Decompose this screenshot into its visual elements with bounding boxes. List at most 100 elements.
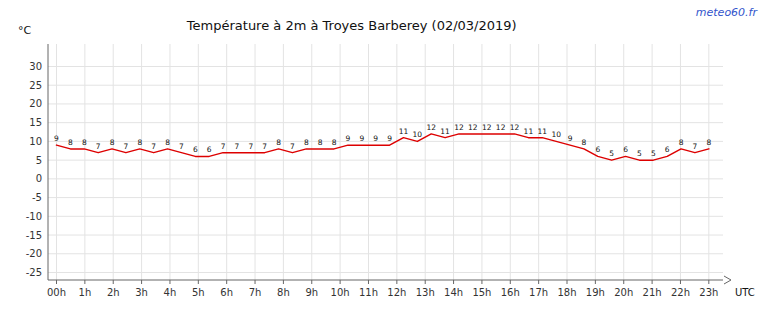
- y-tick-label: 25: [29, 80, 42, 91]
- x-tick-label: 12h: [387, 287, 406, 298]
- grid-line: [340, 44, 341, 280]
- x-tick: [567, 280, 568, 284]
- data-label: 8: [582, 138, 587, 147]
- data-label: 8: [706, 138, 711, 147]
- grid-line: [708, 44, 709, 280]
- data-label: 9: [54, 134, 59, 143]
- grid-line: [48, 66, 723, 67]
- x-tick-label: 00h: [47, 287, 66, 298]
- watermark: meteo60.fr: [696, 6, 759, 19]
- x-tick-label: 13h: [416, 287, 435, 298]
- x-tick-label: 8h: [277, 287, 290, 298]
- x-tick: [396, 280, 397, 284]
- x-tick: [453, 280, 454, 284]
- x-tick: [368, 280, 369, 284]
- grid-line: [48, 141, 723, 142]
- grid-line: [595, 44, 596, 280]
- x-tick-label: 6h: [220, 287, 233, 298]
- data-label: 12: [510, 123, 520, 132]
- grid-line: [48, 103, 723, 104]
- x-tick-label: 5h: [192, 287, 205, 298]
- x-tick: [283, 280, 284, 284]
- grid-line: [311, 44, 312, 280]
- grid-line: [255, 44, 256, 280]
- grid-line: [48, 85, 723, 86]
- x-axis-line: [48, 280, 723, 281]
- grid-line: [48, 178, 723, 179]
- x-tick: [198, 280, 199, 284]
- y-tick-label: -25: [26, 267, 42, 278]
- axes: 00h1h2h3h4h5h6h7h8h9h10h11h12h13h14h15h1…: [26, 44, 731, 298]
- data-label: 8: [165, 138, 170, 147]
- x-tick-label: 20h: [614, 287, 633, 298]
- grid-line: [169, 44, 170, 280]
- data-label: 9: [359, 134, 364, 143]
- data-label: 8: [332, 138, 337, 147]
- x-tick: [311, 280, 312, 284]
- data-label: 7: [290, 142, 295, 151]
- axis-arrow: [724, 276, 731, 284]
- grid-line: [84, 44, 85, 280]
- grid-line: [141, 44, 142, 280]
- x-tick-label: 15h: [472, 287, 491, 298]
- x-tick: [141, 280, 142, 284]
- y-tick-label: -15: [26, 230, 42, 241]
- x-tick-label: 11h: [359, 287, 378, 298]
- x-tick: [226, 280, 227, 284]
- x-unit-label: UTC: [735, 287, 755, 298]
- x-tick-label: 21h: [643, 287, 662, 298]
- x-tick-label: 19h: [586, 287, 605, 298]
- data-label: 11: [524, 127, 534, 136]
- grid-line: [48, 197, 723, 198]
- y-tick-label: 15: [29, 117, 42, 128]
- data-label: 7: [124, 142, 129, 151]
- x-tick: [481, 280, 482, 284]
- data-label: 6: [665, 145, 670, 154]
- data-label: 9: [346, 134, 351, 143]
- x-tick-label: 18h: [557, 287, 576, 298]
- data-label: 7: [96, 142, 101, 151]
- data-label: 12: [468, 123, 478, 132]
- data-label: 7: [221, 142, 226, 151]
- grid-line: [680, 44, 681, 280]
- grid-line: [48, 160, 723, 161]
- data-label: 11: [440, 127, 450, 136]
- grid-line: [453, 44, 454, 280]
- grid-line: [48, 272, 723, 273]
- x-tick: [425, 280, 426, 284]
- grid-line: [623, 44, 624, 280]
- x-tick-label: 17h: [529, 287, 548, 298]
- y-tick-label: -20: [26, 248, 42, 259]
- data-label: 8: [137, 138, 142, 147]
- data-label: 8: [679, 138, 684, 147]
- data-label: 11: [537, 127, 547, 136]
- x-tick: [255, 280, 256, 284]
- x-tick-label: 23h: [699, 287, 718, 298]
- x-tick-label: 22h: [671, 287, 690, 298]
- x-tick: [708, 280, 709, 284]
- y-tick-label: -5: [32, 192, 42, 203]
- y-axis-line: [48, 44, 49, 280]
- grid-line: [48, 235, 723, 236]
- x-tick: [595, 280, 596, 284]
- grid-line: [538, 44, 539, 280]
- x-tick: [538, 280, 539, 284]
- x-tick-label: 16h: [501, 287, 520, 298]
- plot-area: [57, 134, 709, 160]
- y-tick-label: 30: [29, 61, 42, 72]
- x-tick-label: 4h: [164, 287, 177, 298]
- data-label: 12: [482, 123, 492, 132]
- data-labels: 9887878787667777878889999111012111212121…: [54, 123, 711, 158]
- data-label: 12: [454, 123, 464, 132]
- x-tick-label: 10h: [331, 287, 350, 298]
- data-label: 6: [595, 145, 600, 154]
- data-label: 11: [399, 127, 409, 136]
- grid-line: [113, 44, 114, 280]
- x-tick: [84, 280, 85, 284]
- grid-line: [226, 44, 227, 280]
- data-label: 6: [623, 145, 628, 154]
- data-label: 8: [110, 138, 115, 147]
- data-label: 7: [262, 142, 267, 151]
- grid: [48, 44, 723, 280]
- x-tick-label: 2h: [107, 287, 120, 298]
